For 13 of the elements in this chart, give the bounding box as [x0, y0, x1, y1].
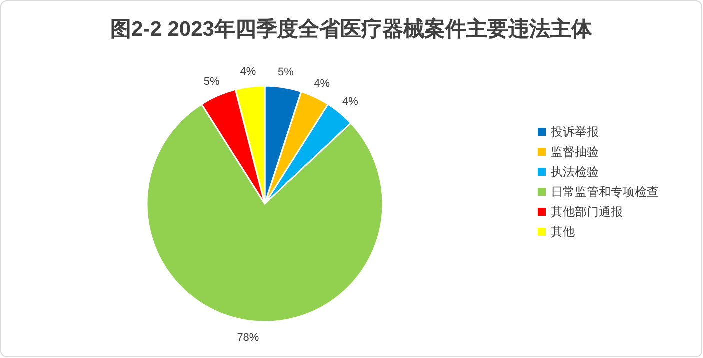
data-label: 4% [342, 96, 359, 108]
data-label: 4% [240, 66, 256, 78]
data-label: 78% [237, 332, 260, 344]
legend-label: 其他部门通报 [551, 205, 623, 219]
legend-label: 其他 [551, 225, 575, 239]
legend-label: 执法检验 [551, 165, 599, 179]
legend-label: 监督抽验 [551, 145, 599, 159]
data-label: 4% [314, 78, 330, 90]
chart-title: 图2-2 2023年四季度全省医疗器械案件主要违法主体 [110, 17, 594, 41]
data-label: 5% [278, 66, 294, 79]
data-label: 5% [204, 76, 220, 88]
legend-label: 投诉举报 [550, 125, 599, 139]
legend-label: 日常监管和专项检查 [551, 185, 659, 199]
